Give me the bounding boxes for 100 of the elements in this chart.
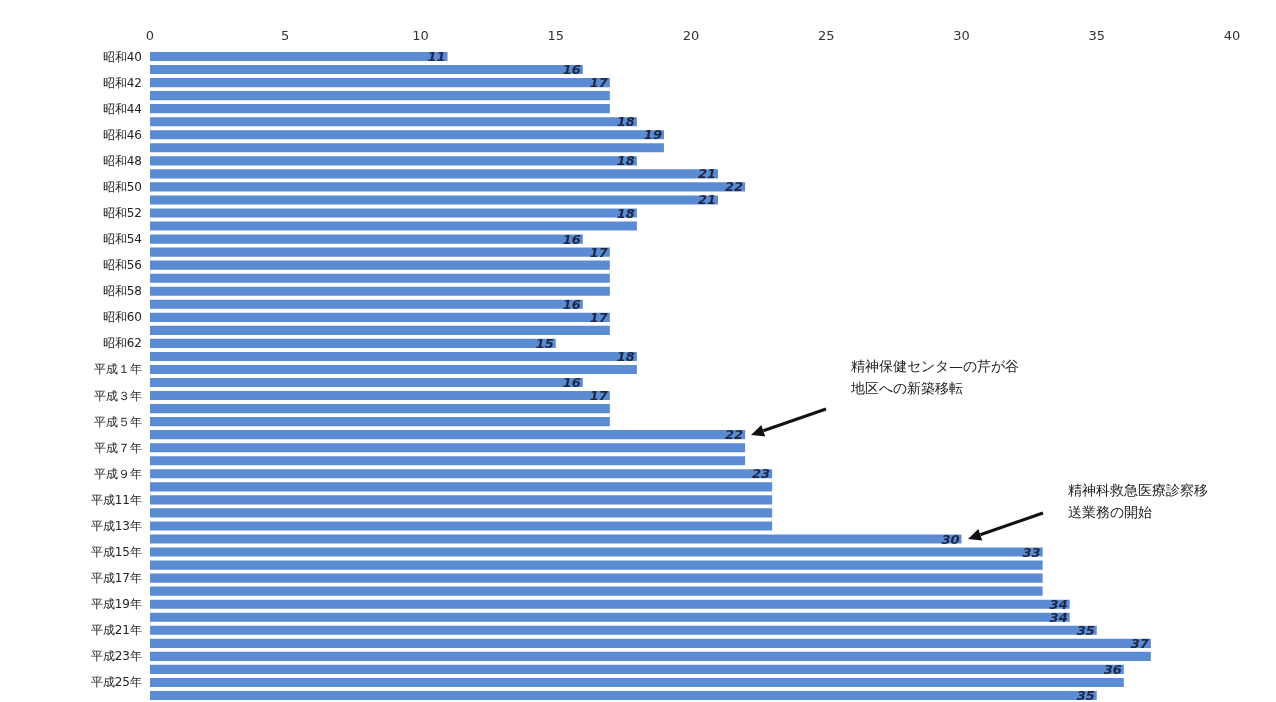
y-tick-label: 平成３年 — [94, 388, 142, 403]
y-tick-label: 昭和60 — [102, 310, 142, 325]
x-tick-label: 10 — [412, 28, 429, 43]
bar — [150, 169, 719, 179]
data-label: 16 — [562, 375, 581, 391]
y-tick-label: 昭和54 — [102, 232, 142, 247]
bar — [150, 325, 610, 335]
bar — [150, 78, 610, 88]
bar — [150, 404, 610, 414]
y-tick-label: 平成７年 — [94, 440, 142, 455]
bar — [150, 443, 746, 453]
data-label: 21 — [697, 192, 717, 208]
data-label: 34 — [1049, 596, 1068, 612]
bar — [150, 417, 610, 427]
x-tick-label: 0 — [145, 28, 155, 43]
bar — [150, 651, 1151, 661]
bar — [150, 143, 664, 153]
data-label: 18 — [616, 205, 635, 221]
data-label: 30 — [941, 531, 960, 547]
bar — [150, 612, 1070, 622]
data-label: 16 — [562, 231, 581, 247]
y-tick-label: 平成９年 — [94, 466, 142, 481]
bar — [150, 273, 610, 283]
y-tick-label: 昭和46 — [102, 127, 142, 142]
bar — [150, 338, 556, 348]
y-tick-label: 昭和48 — [102, 153, 142, 168]
y-tick-label: 平成23年 — [90, 649, 142, 664]
bar — [150, 234, 583, 244]
data-label: 36 — [1103, 661, 1122, 677]
data-label: 18 — [616, 348, 635, 364]
bar — [150, 312, 610, 322]
data-label: 18 — [616, 153, 635, 169]
y-tick-label: 平成５年 — [94, 414, 142, 429]
bar — [150, 364, 637, 375]
y-tick-label: 昭和42 — [102, 75, 142, 90]
bar — [150, 104, 610, 114]
data-label: 18 — [616, 114, 635, 130]
y-tick-label: 昭和52 — [102, 206, 142, 220]
bar — [150, 586, 1043, 596]
y-tick-label: 昭和50 — [102, 179, 142, 194]
data-label: 19 — [643, 127, 662, 143]
bar — [150, 638, 1151, 648]
bar — [150, 573, 1043, 583]
y-tick-label: 平成25年 — [90, 675, 142, 690]
y-tick-label: 昭和44 — [102, 101, 142, 116]
data-label: 17 — [589, 309, 609, 325]
bar — [150, 182, 746, 192]
x-tick-label: 15 — [547, 28, 565, 43]
data-label: 11 — [427, 49, 446, 65]
data-label: 23 — [752, 466, 771, 482]
bar — [150, 286, 610, 296]
bar — [150, 51, 448, 62]
annotation: 精神保健センタ—の芹が谷地区への新築移転 — [851, 356, 1021, 398]
annotation: 精神科救急医療診察移送業務の開始 — [1067, 481, 1209, 522]
data-label: 17 — [589, 388, 609, 404]
bar — [150, 677, 1124, 687]
data-label: 35 — [1076, 622, 1095, 638]
bar — [150, 482, 773, 492]
y-tick-label: 平成21年 — [90, 623, 142, 638]
bar — [150, 351, 637, 361]
y-tick-label: 平成１年 — [94, 362, 142, 377]
bar — [150, 560, 1043, 570]
y-tick-label: 昭和56 — [102, 258, 142, 273]
bar — [150, 260, 610, 270]
data-label: 22 — [725, 179, 744, 195]
data-label: 37 — [1130, 635, 1150, 651]
y-tick-label: 平成19年 — [90, 597, 142, 612]
bar — [150, 690, 1097, 701]
bar — [150, 377, 583, 388]
bar — [150, 599, 1070, 609]
y-tick-label: 昭和40 — [102, 49, 142, 64]
bar — [150, 430, 746, 440]
bar — [150, 156, 637, 166]
bar — [150, 547, 1043, 557]
bar — [150, 469, 773, 479]
x-tick-label: 20 — [682, 28, 700, 43]
y-tick-label: 昭和58 — [102, 284, 142, 299]
bar — [150, 495, 773, 505]
bar — [150, 391, 610, 401]
data-label: 17 — [589, 244, 609, 260]
bar — [150, 299, 583, 309]
data-label: 33 — [1022, 544, 1041, 560]
bar — [150, 65, 583, 75]
y-tick-label: 平成17年 — [90, 571, 142, 586]
x-tick-label: 40 — [1223, 28, 1241, 43]
y-tick-label: 昭和62 — [102, 336, 142, 351]
bar — [150, 221, 637, 231]
bar — [150, 208, 637, 218]
bar — [150, 508, 773, 518]
y-tick-label: 平成11年 — [90, 492, 142, 507]
bar — [150, 247, 610, 257]
bar — [150, 130, 664, 140]
bar — [150, 521, 773, 531]
bar — [150, 625, 1097, 635]
data-label: 21 — [697, 166, 717, 182]
data-label: 17 — [589, 75, 609, 91]
data-label: 34 — [1049, 609, 1068, 625]
x-tick-label: 30 — [953, 28, 970, 43]
data-label: 16 — [562, 296, 581, 312]
bar — [150, 664, 1124, 674]
